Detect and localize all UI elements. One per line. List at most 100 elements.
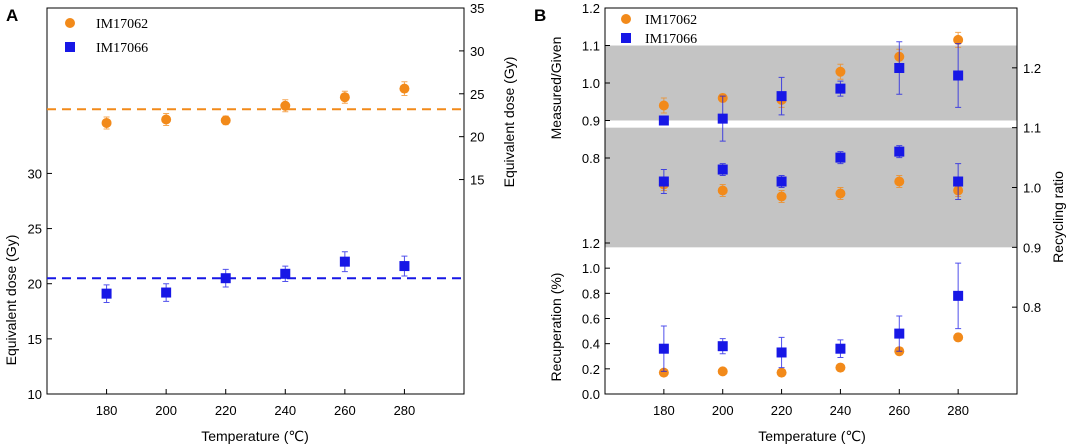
recycling-ratio-y-tick-label-0.8: 0.8	[1023, 300, 1041, 315]
measured-given-im17066-point	[658, 115, 669, 126]
measured-given-y-tick-label-1.2: 1.2	[582, 1, 600, 16]
legend-marker-im17062	[65, 18, 75, 28]
recuperation-y-tick-label-0.2: 0.2	[582, 362, 600, 377]
recycling-ratio-y-tick-label-1: 1.0	[1023, 181, 1041, 196]
measured-given-im17066-point	[894, 63, 905, 73]
panel-b-shaded-bands	[605, 45, 1017, 248]
im17062-point	[339, 92, 350, 103]
measured-given-im17062-point	[658, 100, 669, 111]
panel-a-right-ticks: 15 20 25 30 35	[459, 1, 484, 188]
measured-given-y-tick-label-0.8: 0.8	[582, 151, 600, 166]
im17062-point	[101, 117, 112, 128]
legend-marker-im17062	[621, 14, 631, 24]
legend-marker-im17066	[621, 33, 631, 43]
panel-a-x-axis-label: Temperature (℃)	[201, 428, 309, 444]
panel-b-x-tick-label-280: 280	[947, 403, 969, 418]
im17062-point	[161, 114, 172, 125]
legend-label-im17066: IM17066	[96, 41, 148, 56]
panel-b-x-tick-label-260: 260	[888, 403, 910, 418]
recuperation-im17066-point	[953, 290, 964, 301]
panel-b-label: B	[534, 6, 546, 25]
measured-given-shaded-band	[605, 45, 1017, 121]
panel-b-recuperation-label: Recuperation (%)	[548, 273, 564, 382]
panel-b-left-ticks: 0.8 0.9 1.0 1.1 1.2 0.0 0.2 0.4 0.6 0.8 1.0 1.2	[582, 1, 610, 402]
legend-label-im17066: IM17066	[645, 32, 697, 47]
panel-b: B 180 200 220 240 260 280 0.80.91.01.11.20.00…	[534, 1, 1066, 444]
panel-a-x-ticks: 180 200 220 240 260 280	[96, 389, 416, 418]
panel-b-marks	[658, 31, 964, 378]
recuperation-im17062-point	[835, 362, 846, 373]
legend-marker-im17066	[65, 42, 75, 52]
panel-a-right-y-tick-label-20: 20	[470, 130, 484, 145]
im17062-point	[220, 115, 231, 126]
measured-given-im17066-point	[717, 113, 728, 124]
panel-a-x-tick-label-280: 280	[394, 403, 416, 418]
measured-given-y-tick-label-1: 1.0	[582, 76, 600, 91]
recuperation-y-tick-label-1.2: 1.2	[582, 236, 600, 251]
recuperation-im17062-point	[717, 366, 728, 377]
im17066-point	[161, 287, 172, 298]
panel-a-left-y-tick-label-15: 15	[28, 332, 42, 347]
recuperation-y-tick-label-0: 0.0	[582, 387, 600, 402]
measured-given-y-tick-label-0.9: 0.9	[582, 114, 600, 129]
panel-a-marks	[47, 81, 464, 303]
panel-a-x-tick-label-260: 260	[334, 403, 356, 418]
recuperation-im17062-point	[658, 367, 669, 378]
recycling-ratio-im17062-point	[894, 176, 905, 187]
im17066-point	[220, 273, 231, 284]
recycling-ratio-im17066-point	[953, 176, 964, 187]
recuperation-y-tick-label-1: 1.0	[582, 261, 600, 276]
panel-b-x-ticks: 180 200 220 240 260 280	[653, 389, 969, 418]
im17062-point	[399, 83, 410, 94]
im17062-point	[280, 100, 291, 111]
recycling-ratio-y-tick-label-1.2: 1.2	[1023, 61, 1041, 76]
measured-given-im17066-point	[953, 70, 964, 81]
panel-a-right-y-axis-label: Equivalent dose (Gy)	[501, 57, 517, 188]
panel-b-x-tick-label-180: 180	[653, 403, 675, 418]
panel-b-x-tick-label-240: 240	[830, 403, 852, 418]
panel-a-left-y-tick-label-25: 25	[28, 222, 42, 237]
measured-given-im17066-point	[776, 91, 787, 102]
recycling-ratio-y-tick-label-1.1: 1.1	[1023, 121, 1041, 136]
panel-a-label: A	[6, 6, 18, 25]
recuperation-im17066-point	[835, 343, 846, 354]
panel-a-x-tick-label-200: 200	[155, 403, 177, 418]
panel-a-left-ticks: 10 15 20 25 30	[28, 166, 52, 402]
recycling-ratio-im17066-point	[776, 176, 787, 187]
recycling-ratio-shaded-band	[605, 127, 1017, 248]
measured-given-im17062-point	[835, 66, 846, 77]
im17066-point	[399, 261, 410, 272]
im17066-point	[339, 256, 350, 267]
panel-a-right-y-tick-label-30: 30	[470, 44, 484, 59]
panel-a-left-y-tick-label-10: 10	[28, 387, 42, 402]
panel-b-frame	[604, 7, 1018, 395]
recycling-ratio-im17066-point	[658, 176, 669, 187]
recycling-ratio-im17062-point	[776, 191, 787, 202]
panel-a-left-y-tick-label-20: 20	[28, 277, 42, 292]
panel-b-x-axis-label: Temperature (℃)	[758, 428, 866, 444]
recuperation-im17066-point	[717, 341, 728, 352]
legend-label-im17062: IM17062	[645, 13, 697, 28]
recycling-ratio-y-tick-label-0.9: 0.9	[1023, 240, 1041, 255]
measured-given-im17066-point	[835, 83, 846, 94]
panel-b-right-ticks: 0.8 0.9 1.0 1.1 1.2	[1012, 61, 1041, 315]
recycling-ratio-im17066-point	[894, 146, 905, 157]
recuperation-y-tick-label-0.8: 0.8	[582, 286, 600, 301]
panel-b-x-tick-label-200: 200	[712, 403, 734, 418]
measured-given-y-tick-label-1.1: 1.1	[582, 39, 600, 54]
recycling-ratio-im17062-point	[717, 185, 728, 196]
im17066-point	[101, 288, 112, 299]
panel-a-frame	[46, 7, 465, 395]
measured-given-im17062-point	[953, 34, 964, 45]
panel-a-left-y-tick-label-30: 30	[28, 166, 42, 181]
recuperation-y-tick-label-0.6: 0.6	[582, 312, 600, 327]
recycling-ratio-im17062-point	[835, 188, 846, 199]
panel-a-legend: IM17062 IM17066	[65, 17, 148, 56]
panel-b-measured-given-label: Measured/Given	[548, 37, 564, 140]
recycling-ratio-im17066-point	[835, 152, 846, 163]
panel-b-legend: IM17062 IM17066	[621, 13, 697, 47]
legend-label-im17062: IM17062	[96, 17, 148, 32]
recuperation-im17066-point	[894, 328, 905, 339]
panel-b-recycling-ratio-label: Recycling ratio	[1050, 171, 1066, 263]
